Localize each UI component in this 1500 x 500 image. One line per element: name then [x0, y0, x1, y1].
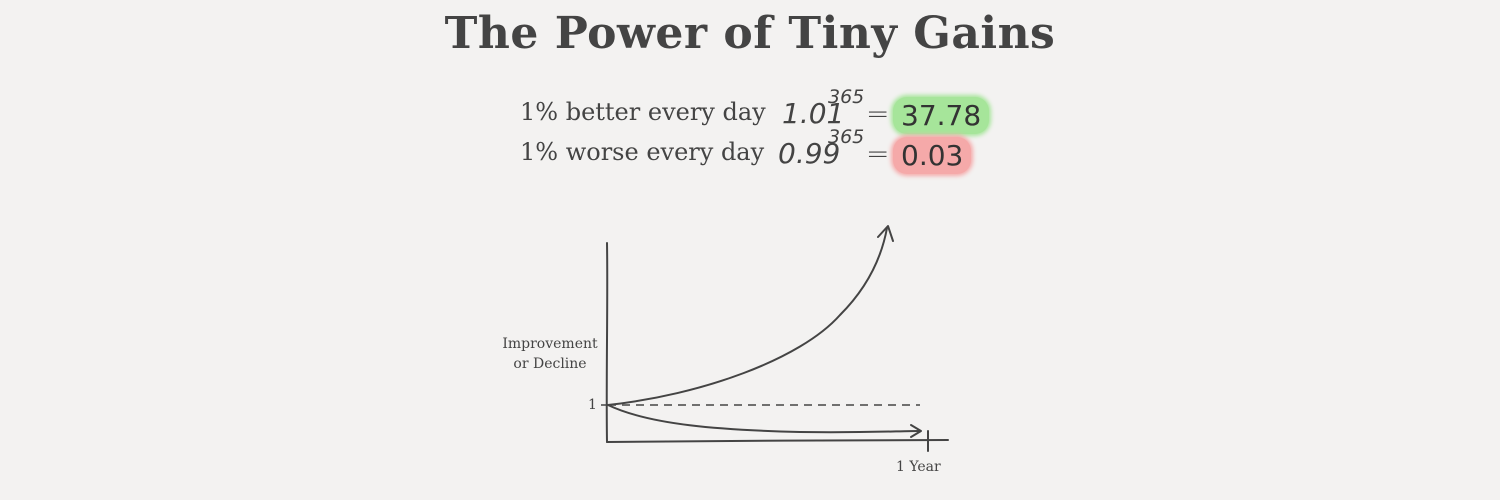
worse-equals: = — [866, 137, 890, 170]
decline-curve — [607, 404, 921, 434]
better-equals: = — [866, 97, 890, 130]
improvement-curve — [607, 227, 888, 406]
x-axis — [606, 439, 949, 443]
decline-arrowhead — [910, 424, 922, 438]
worse-result: 0.03 — [893, 137, 972, 174]
worse-exponent: 365 — [828, 126, 865, 148]
y-axis — [605, 242, 609, 443]
x-axis-end-label: 1 Year — [896, 459, 941, 475]
y-axis-label-line2: or Decline — [513, 356, 587, 372]
better-result: 37.78 — [893, 97, 990, 134]
baseline-label: 1 — [588, 397, 597, 413]
improvement-arrowhead — [877, 225, 894, 242]
y-axis-label-line1: Improvement — [502, 336, 598, 352]
worse-label: 1% worse every day — [520, 138, 765, 166]
better-label: 1% better every day — [520, 98, 766, 126]
y-axis-label: Improvement or Decline — [500, 334, 600, 374]
better-base: 1.01 — [782, 97, 845, 130]
worse-base: 0.99 — [778, 137, 841, 170]
better-exponent: 365 — [828, 86, 865, 108]
page-title: The Power of Tiny Gains — [444, 8, 1056, 59]
